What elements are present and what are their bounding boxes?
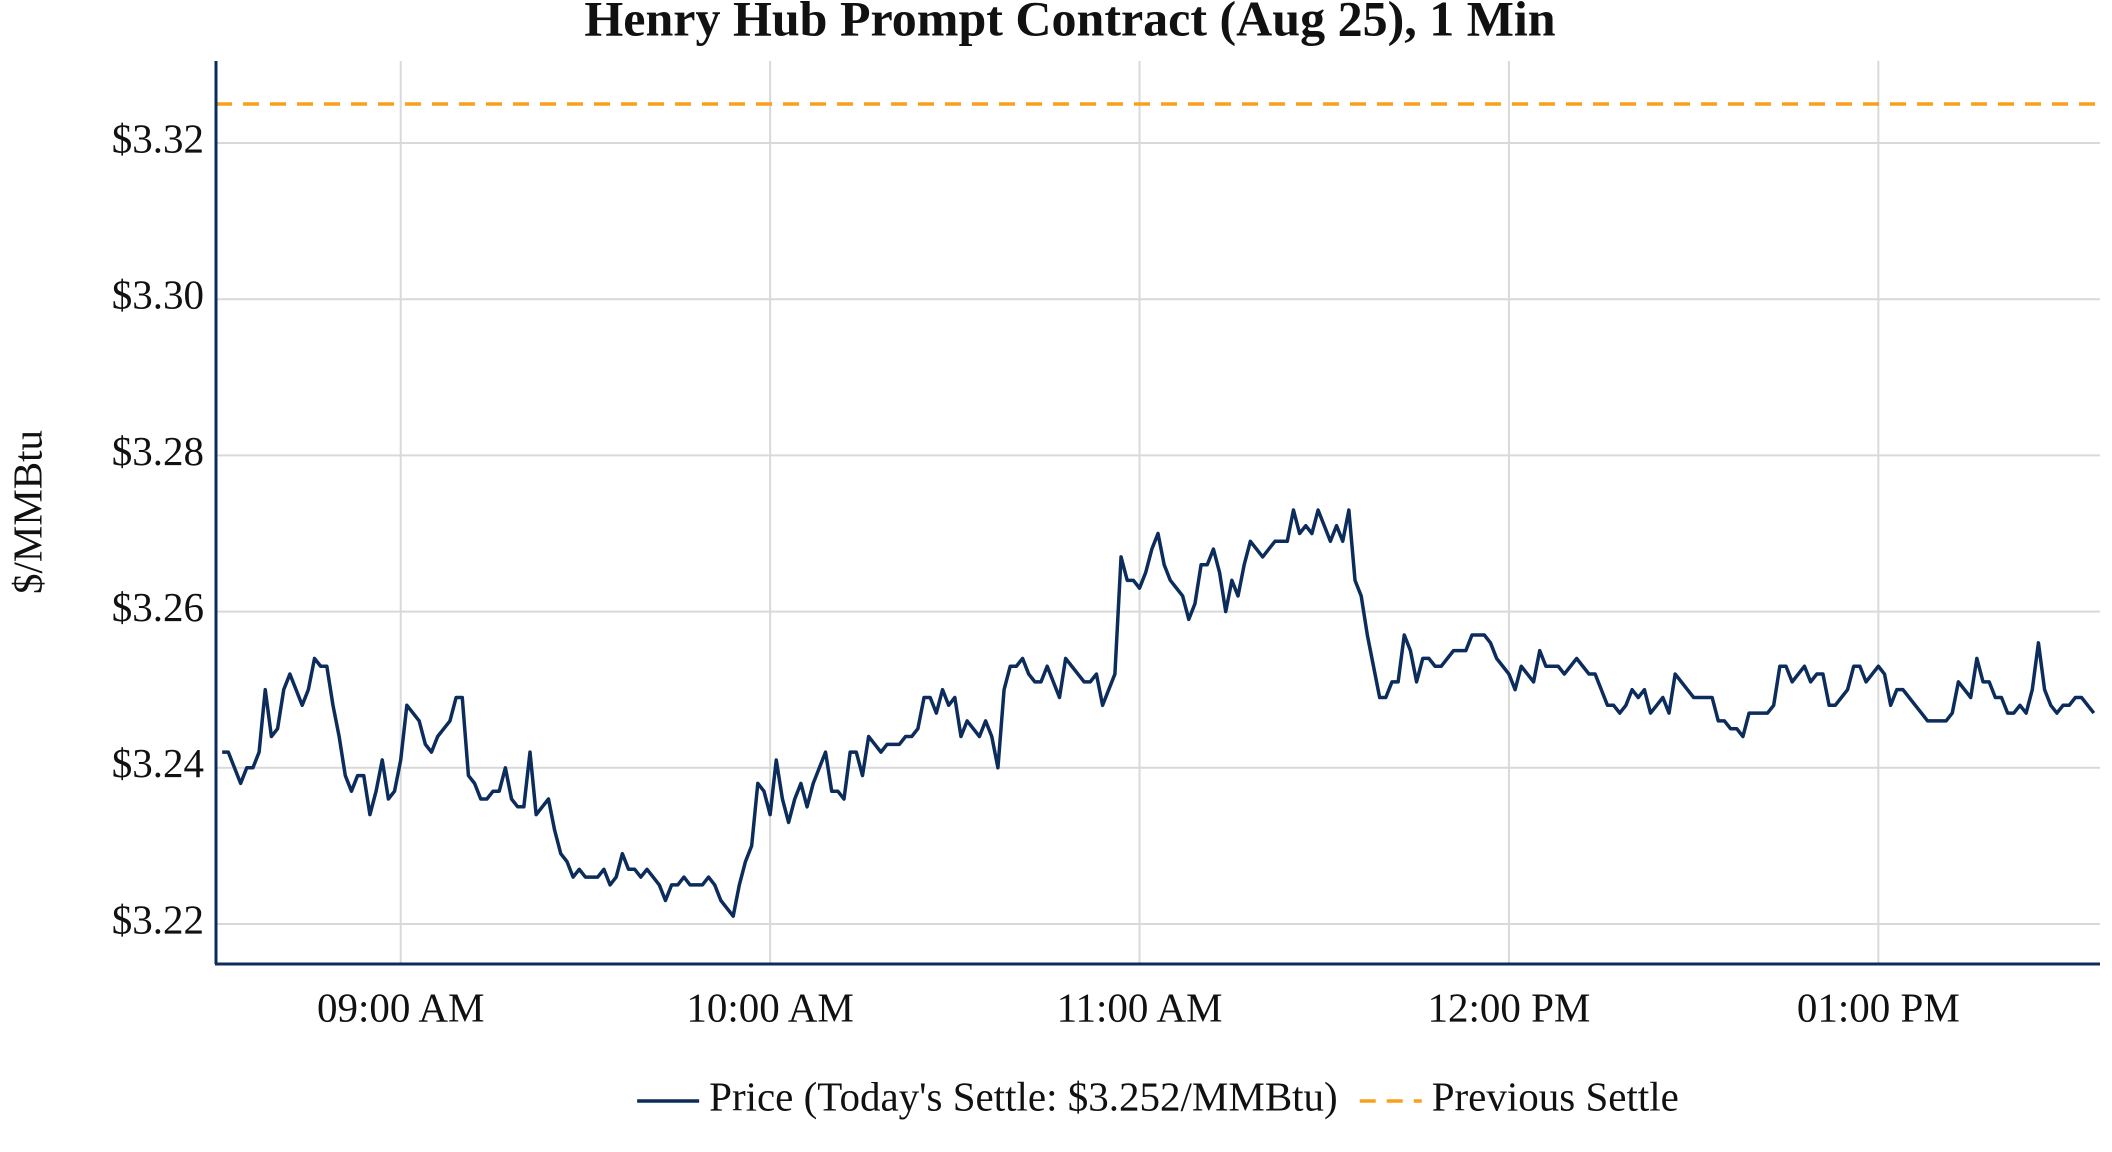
legend-label: Price (Today's Settle: $3.252/MMBtu) — [709, 1073, 1338, 1119]
chart-title: Henry Hub Prompt Contract (Aug 25), 1 Mi… — [584, 0, 1555, 46]
y-tick-label: $3.32 — [112, 115, 204, 161]
y-tick-label: $3.30 — [112, 272, 204, 318]
legend-label: Previous Settle — [1432, 1073, 1679, 1119]
grid — [216, 61, 2100, 963]
price-line — [222, 508, 2096, 918]
legend: Price (Today's Settle: $3.252/MMBtu) Prev… — [637, 1073, 1679, 1119]
y-tick-label: $3.22 — [112, 896, 204, 942]
y-axis-label: $/MMBtu — [4, 430, 50, 594]
y-tick-label: $3.28 — [112, 428, 204, 474]
x-tick-label: 10:00 AM — [686, 984, 853, 1030]
plot-area — [216, 102, 2100, 918]
y-tick-label: $3.26 — [112, 584, 204, 630]
y-tick-label: $3.24 — [112, 740, 204, 786]
x-tick-label: 12:00 PM — [1427, 984, 1590, 1030]
x-tick-label: 01:00 PM — [1797, 984, 1960, 1030]
x-tick-label: 11:00 AM — [1057, 984, 1223, 1030]
x-tick-label: 09:00 AM — [317, 984, 484, 1030]
